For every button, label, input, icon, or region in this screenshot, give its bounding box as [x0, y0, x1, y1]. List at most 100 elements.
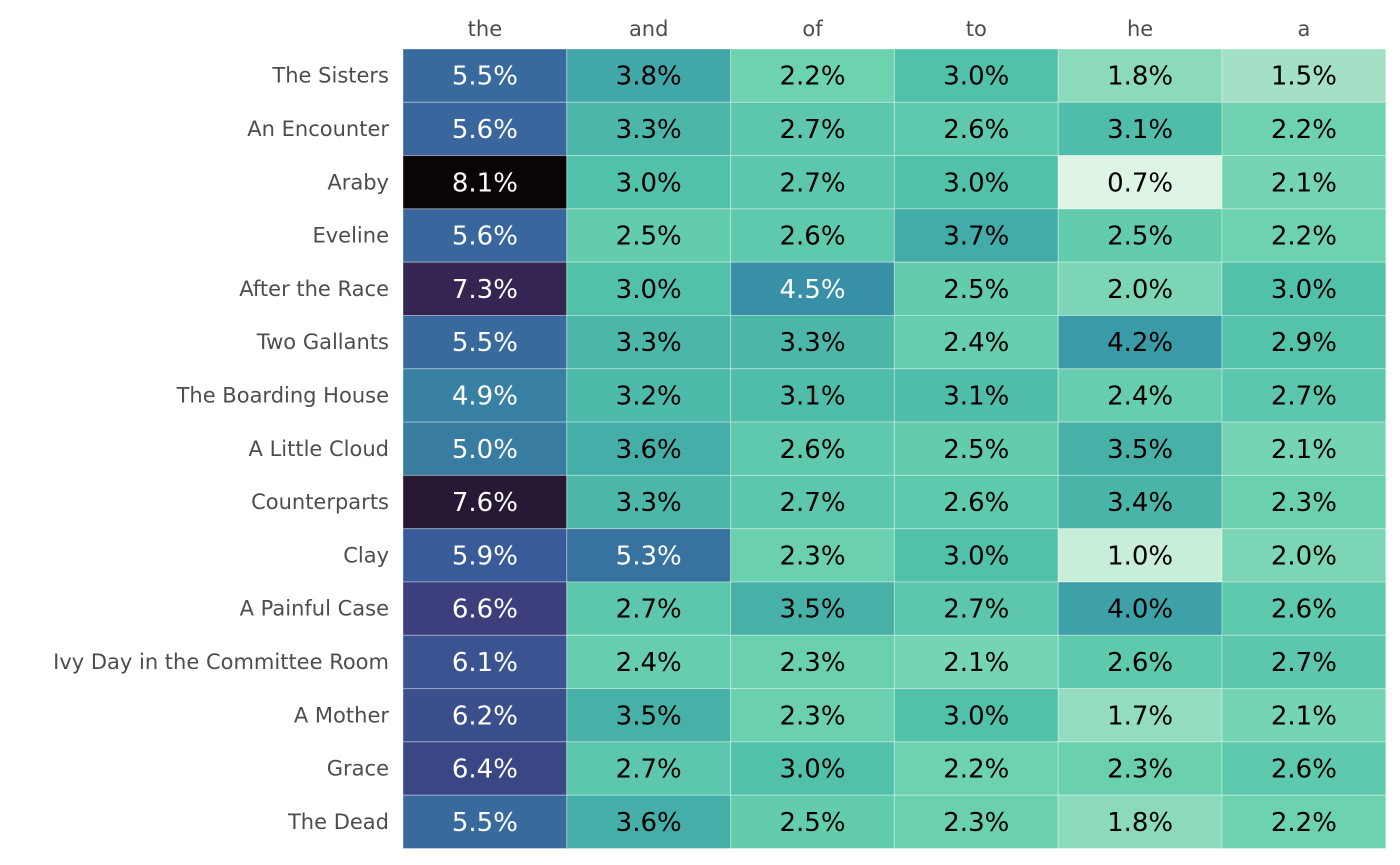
- row-label-araby: Araby: [327, 170, 389, 194]
- heatmap-cell: [566, 101, 732, 157]
- heatmap-cell: [1057, 261, 1223, 317]
- cell-value-label: 2.2%: [779, 62, 845, 92]
- heatmap-cell: [1221, 688, 1387, 743]
- heatmap-cell: [1057, 528, 1223, 583]
- cell-value-label: 6.1%: [452, 648, 518, 678]
- heatmap-cell: [893, 581, 1059, 636]
- cell-value-label: 5.9%: [452, 541, 518, 571]
- heatmap-cell: [893, 155, 1059, 210]
- cell-value-label: 3.0%: [779, 755, 845, 785]
- heatmap-cell: [1221, 581, 1387, 636]
- heatmap-cell: [402, 528, 568, 583]
- row-label-a-mother: A Mother: [294, 703, 389, 727]
- heatmap-cell: [402, 48, 568, 103]
- cell-value-label: 4.2%: [1107, 328, 1173, 358]
- cell-value-label: 2.2%: [1271, 808, 1337, 838]
- heatmap-cell: [730, 474, 895, 530]
- cell-value-label: 3.3%: [779, 328, 845, 358]
- cell-value-label: 3.5%: [1107, 435, 1173, 465]
- cell-value-label: 4.0%: [1107, 595, 1173, 625]
- row-label-the-boarding-house: The Boarding House: [176, 383, 389, 407]
- heatmap-cell: [1057, 688, 1223, 743]
- column-label-to: to: [966, 17, 987, 41]
- cell-value-label: 2.7%: [779, 115, 845, 145]
- cell-value-label: 3.0%: [943, 62, 1009, 92]
- cell-value-label: 4.5%: [779, 275, 845, 305]
- heatmap-cell: [1221, 315, 1387, 370]
- cell-value-label: 5.5%: [452, 62, 518, 92]
- row-label-an-encounter: An Encounter: [247, 117, 389, 141]
- heatmap-cell: [1057, 741, 1223, 796]
- heatmap-cell: [893, 634, 1059, 690]
- cell-value-label: 2.1%: [1271, 168, 1337, 198]
- heatmap-cell: [893, 261, 1059, 317]
- heatmap-cell: [566, 634, 732, 690]
- row-label-after-the-race: After the Race: [239, 277, 389, 301]
- column-label-of: of: [802, 17, 823, 41]
- heatmap-cell: [566, 48, 732, 103]
- column-labels: the and of to he a: [468, 17, 1311, 41]
- cell-value-label: 3.6%: [616, 808, 682, 838]
- cell-value-label: 2.4%: [1107, 381, 1173, 411]
- cell-value-label: 2.1%: [1271, 701, 1337, 731]
- cell-value-label: 2.6%: [1271, 595, 1337, 625]
- cell-value-label: 3.1%: [779, 381, 845, 411]
- cell-value-label: 2.5%: [943, 275, 1009, 305]
- row-labels: The Sisters An Encounter Araby Eveline After…: [53, 64, 389, 834]
- heatmap-cell: [1057, 315, 1223, 370]
- cell-value-label: 3.5%: [779, 595, 845, 625]
- heatmap-cell: [566, 528, 732, 583]
- cell-value-label: 2.3%: [943, 808, 1009, 838]
- cell-value-label: 2.7%: [616, 595, 682, 625]
- cell-value-label: 2.3%: [779, 648, 845, 678]
- cell-value-label: 8.1%: [452, 168, 518, 198]
- heatmap-cell: [402, 368, 568, 423]
- cell-value-label: 3.4%: [1107, 488, 1173, 518]
- heatmap-cell: [1221, 421, 1387, 476]
- cell-value-label: 3.0%: [616, 275, 682, 305]
- cell-value-label: 2.4%: [943, 328, 1009, 358]
- heatmap-cell: [893, 48, 1059, 103]
- heatmap-cell: [893, 688, 1059, 743]
- cell-value-label: 2.6%: [779, 222, 845, 252]
- cell-value-label: 6.6%: [452, 595, 518, 625]
- cell-value-label: 2.0%: [1271, 541, 1337, 571]
- column-label-the: the: [468, 17, 502, 41]
- cell-value-label: 5.5%: [452, 808, 518, 838]
- heatmap-cell: [730, 208, 895, 263]
- cell-value-label: 6.2%: [452, 701, 518, 731]
- heatmap-cell: [1221, 368, 1387, 423]
- cell-value-label: 5.5%: [452, 328, 518, 358]
- cell-value-label: 7.3%: [452, 275, 518, 305]
- cell-value-label: 2.3%: [779, 701, 845, 731]
- heatmap-cell: [566, 794, 732, 850]
- column-label-a: a: [1297, 17, 1310, 41]
- heatmap-cell: [1221, 48, 1387, 103]
- cell-value-label: 3.7%: [943, 222, 1009, 252]
- heatmap-cell: [402, 261, 568, 317]
- row-label-two-gallants: Two Gallants: [256, 330, 389, 354]
- heatmap-cell: [1221, 741, 1387, 796]
- heatmap-cell: [1057, 155, 1223, 210]
- cell-value-label: 2.2%: [1271, 222, 1337, 252]
- row-label-eveline: Eveline: [312, 224, 389, 248]
- column-label-and: and: [629, 17, 669, 41]
- cell-value-label: 2.5%: [943, 435, 1009, 465]
- cell-value-label: 2.4%: [616, 648, 682, 678]
- cell-value-label: 3.8%: [616, 62, 682, 92]
- heatmap-cell: [1221, 634, 1387, 690]
- row-label-ivy-day-in-the-committee-room: Ivy Day in the Committee Room: [53, 650, 389, 674]
- cell-value-label: 5.6%: [452, 222, 518, 252]
- cell-value-label: 3.2%: [616, 381, 682, 411]
- heatmap-cell: [402, 315, 568, 370]
- column-label-he: he: [1127, 17, 1153, 41]
- heatmap-cell: [893, 741, 1059, 796]
- cell-value-label: 3.3%: [616, 488, 682, 518]
- cell-value-label: 2.6%: [1107, 648, 1173, 678]
- cell-value-label: 3.3%: [616, 328, 682, 358]
- heatmap-cell: [402, 634, 568, 690]
- cell-value-label: 5.0%: [452, 435, 518, 465]
- cell-value-label: 2.3%: [1107, 755, 1173, 785]
- heatmap-cell: [402, 581, 568, 636]
